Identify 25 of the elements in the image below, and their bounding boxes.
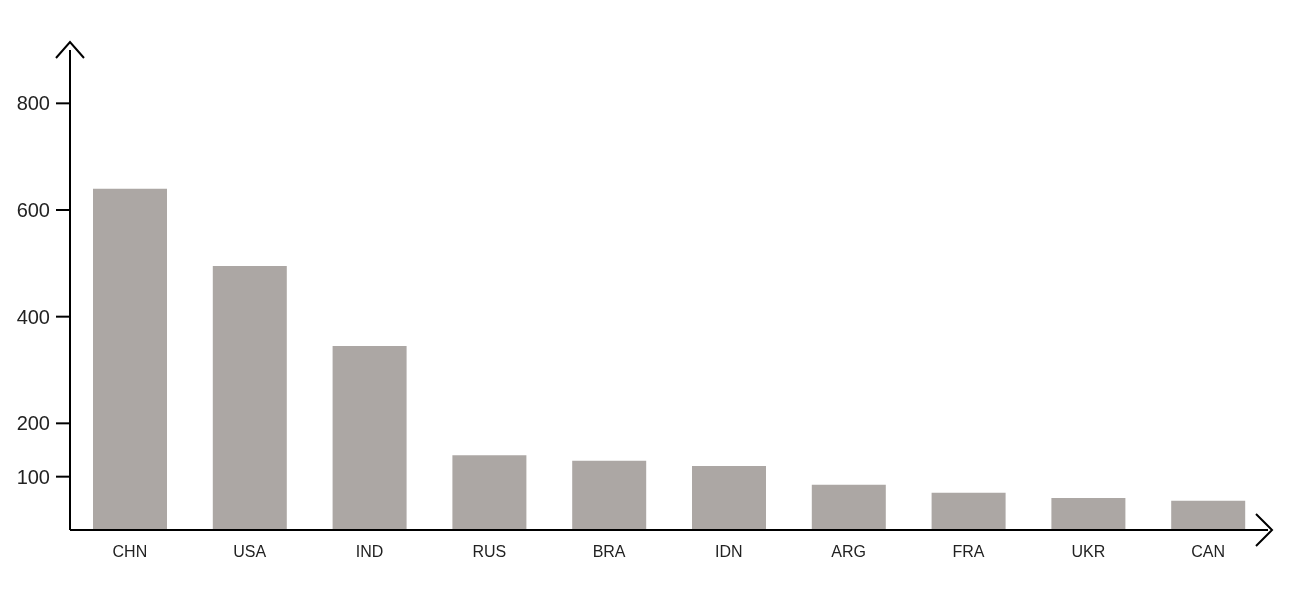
bar — [811, 484, 886, 530]
x-tick-label: UKR — [1071, 543, 1106, 561]
y-tick-label: 800 — [16, 92, 50, 115]
bar — [931, 492, 1006, 530]
bar — [452, 455, 527, 530]
x-tick-label: RUS — [472, 543, 507, 561]
bar — [212, 266, 287, 530]
x-tick-label: BRA — [592, 543, 626, 561]
bar — [1171, 500, 1246, 530]
y-tick-label: 200 — [16, 412, 50, 435]
y-tick-label: 400 — [16, 305, 50, 328]
x-tick-label: USA — [233, 543, 267, 561]
bar — [332, 346, 407, 530]
x-tick-label: CAN — [1191, 543, 1225, 561]
x-tick-label: IND — [355, 543, 384, 561]
y-tick-label: 100 — [16, 465, 50, 488]
x-tick-label: IDN — [715, 543, 743, 561]
x-tick-label: ARG — [831, 543, 867, 561]
bar — [572, 460, 647, 530]
x-tick-label: FRA — [952, 543, 985, 561]
bar — [93, 188, 167, 530]
bar — [1051, 498, 1126, 530]
y-tick-label: 600 — [16, 199, 50, 221]
bar — [692, 466, 766, 530]
x-tick-label: CHN — [112, 543, 148, 561]
